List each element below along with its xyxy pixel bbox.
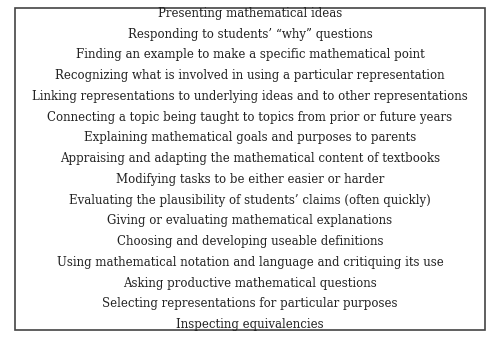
Text: Selecting representations for particular purposes: Selecting representations for particular… bbox=[102, 297, 398, 310]
Text: Explaining mathematical goals and purposes to parents: Explaining mathematical goals and purpos… bbox=[84, 131, 416, 144]
Text: Recognizing what is involved in using a particular representation: Recognizing what is involved in using a … bbox=[55, 69, 445, 82]
Text: Presenting mathematical ideas: Presenting mathematical ideas bbox=[158, 7, 342, 20]
Text: Responding to students’ “why” questions: Responding to students’ “why” questions bbox=[128, 28, 372, 41]
Text: Giving or evaluating mathematical explanations: Giving or evaluating mathematical explan… bbox=[108, 214, 393, 227]
Text: Asking productive mathematical questions: Asking productive mathematical questions bbox=[123, 276, 377, 290]
Text: Finding an example to make a specific mathematical point: Finding an example to make a specific ma… bbox=[76, 48, 424, 62]
Text: Using mathematical notation and language and critiquing its use: Using mathematical notation and language… bbox=[56, 256, 444, 269]
Text: Modifying tasks to be either easier or harder: Modifying tasks to be either easier or h… bbox=[116, 173, 384, 186]
Text: Inspecting equivalencies: Inspecting equivalencies bbox=[176, 318, 324, 331]
Text: Evaluating the plausibility of students’ claims (often quickly): Evaluating the plausibility of students’… bbox=[69, 194, 431, 207]
Text: Linking representations to underlying ideas and to other representations: Linking representations to underlying id… bbox=[32, 90, 468, 103]
Text: Appraising and adapting the mathematical content of textbooks: Appraising and adapting the mathematical… bbox=[60, 152, 440, 165]
Text: Connecting a topic being taught to topics from prior or future years: Connecting a topic being taught to topic… bbox=[48, 111, 452, 124]
Text: Choosing and developing useable definitions: Choosing and developing useable definiti… bbox=[117, 235, 384, 248]
